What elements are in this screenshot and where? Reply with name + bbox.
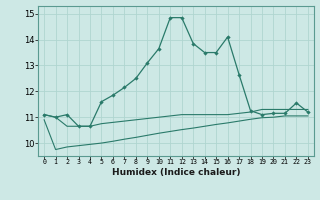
X-axis label: Humidex (Indice chaleur): Humidex (Indice chaleur) [112, 168, 240, 177]
